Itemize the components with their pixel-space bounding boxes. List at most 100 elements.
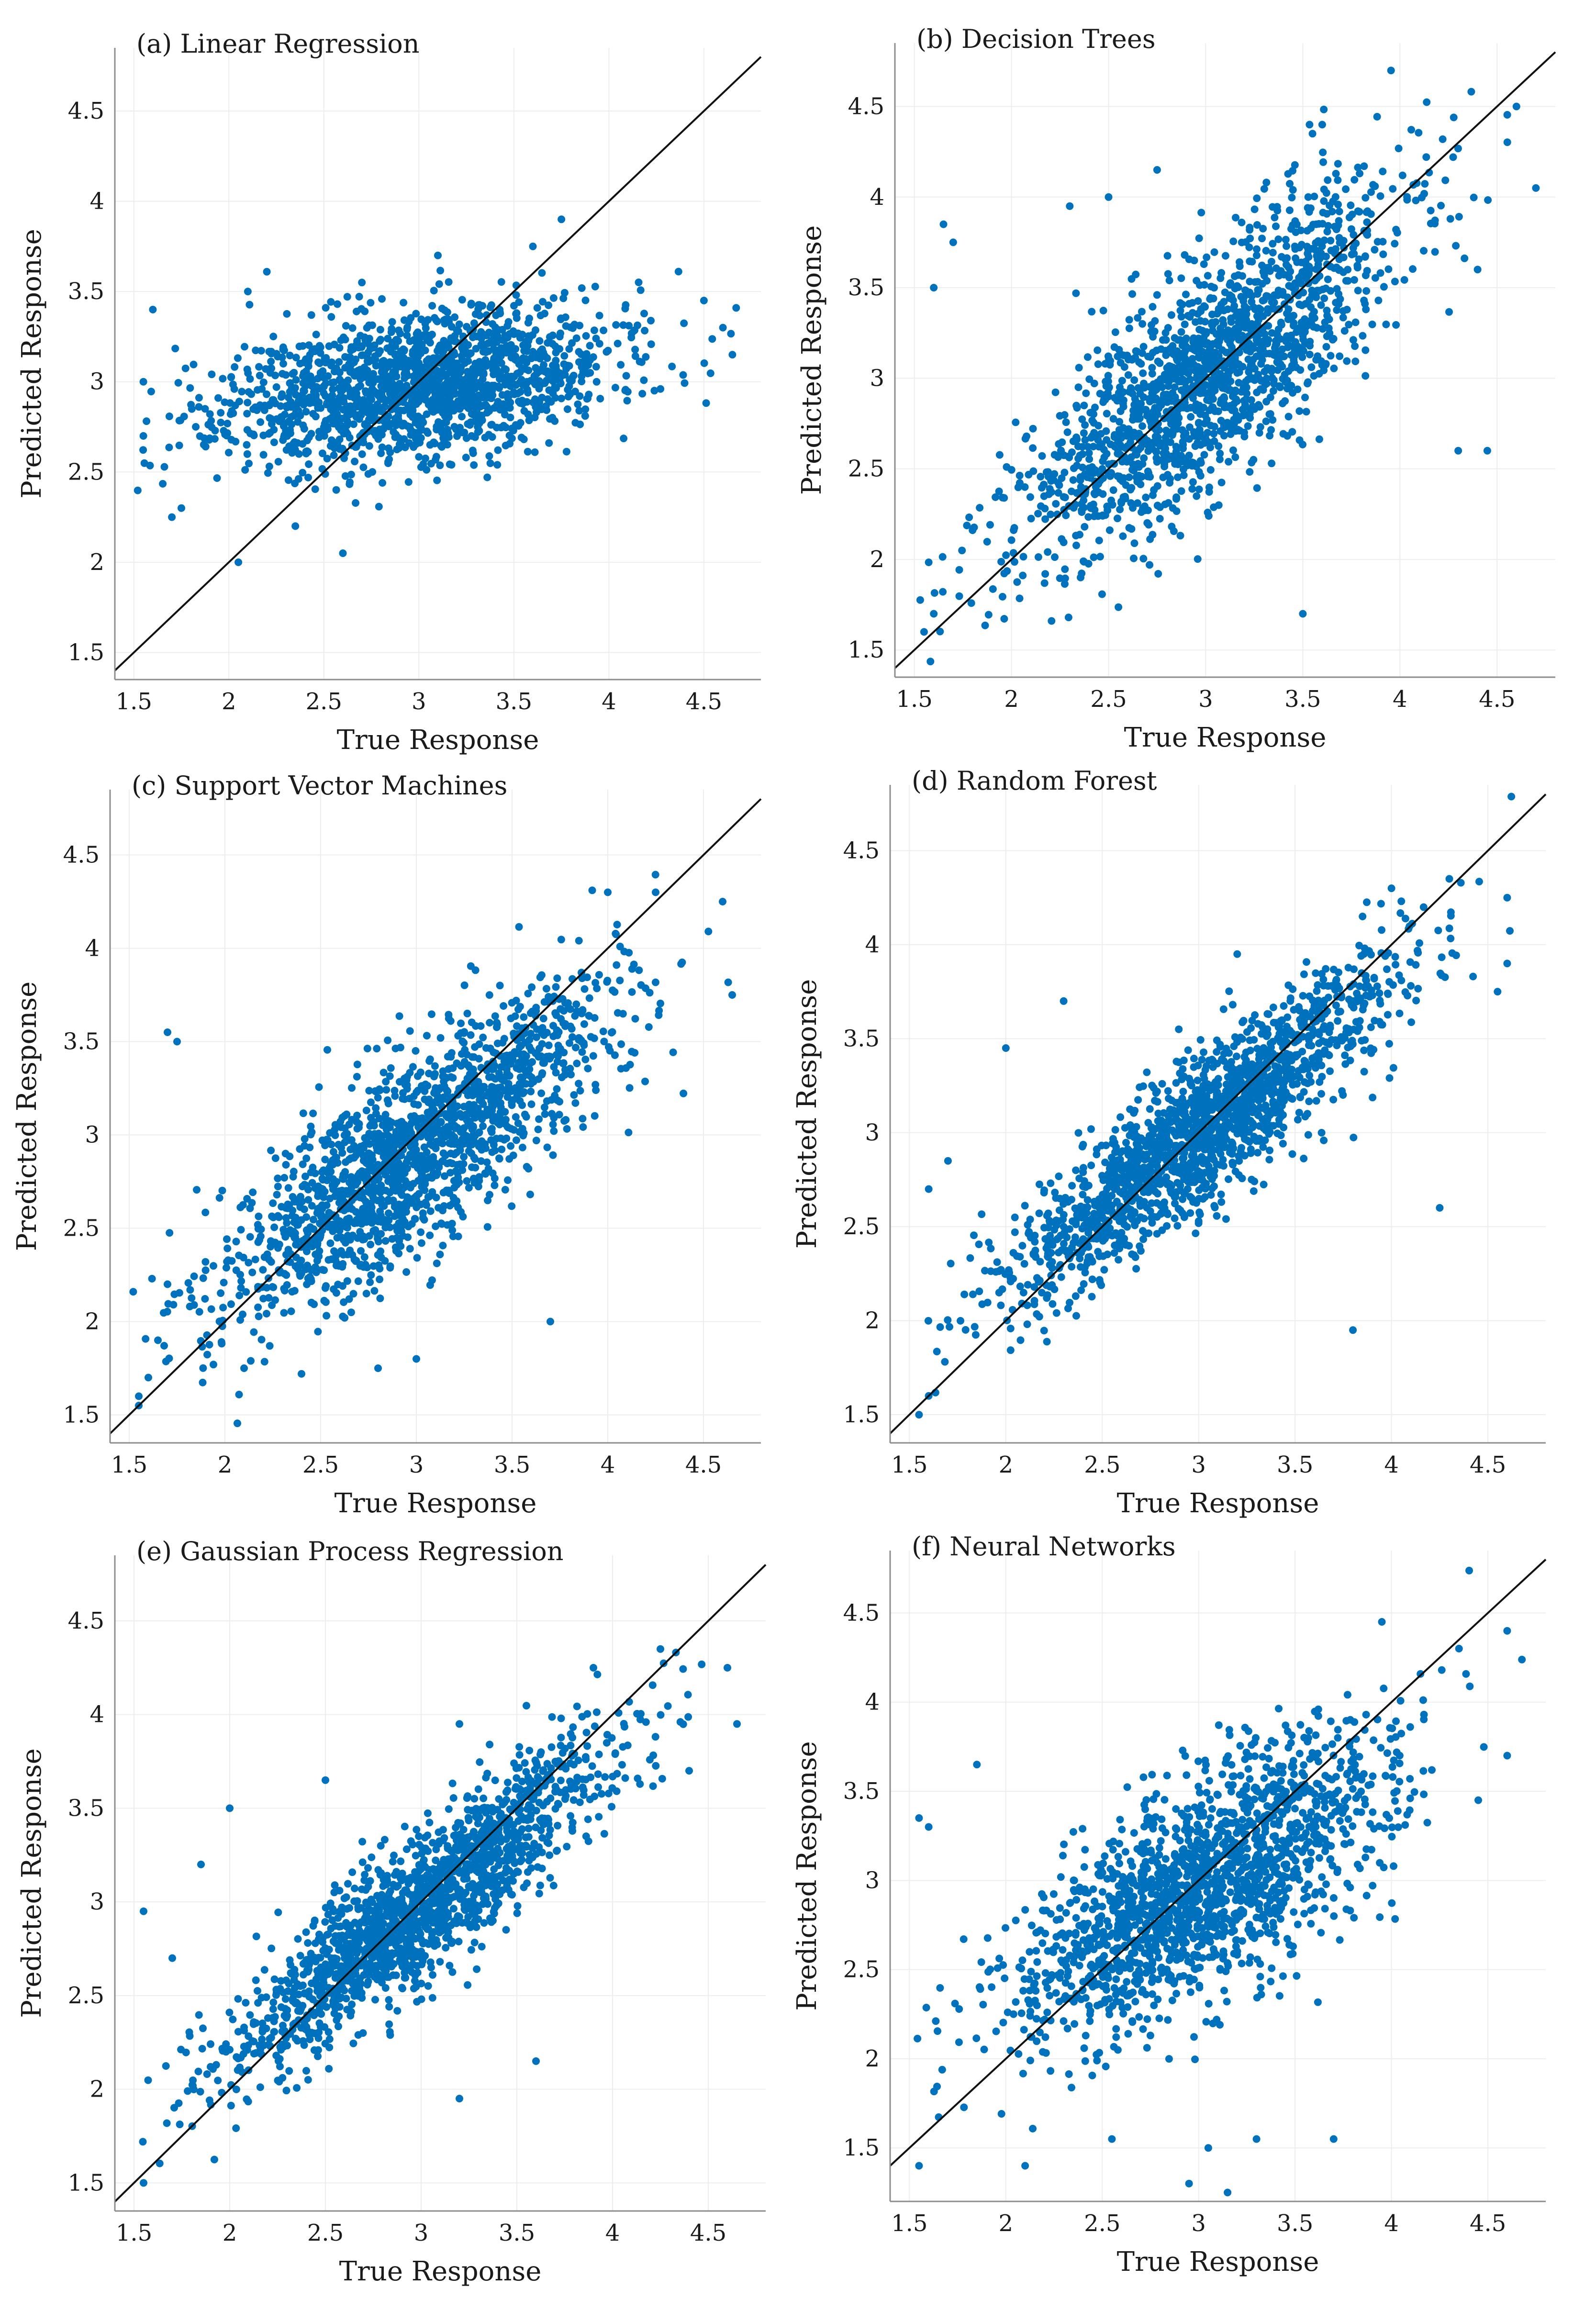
scatter-point xyxy=(225,448,233,457)
scatter-point xyxy=(223,420,232,427)
scatter-point xyxy=(1016,594,1024,603)
scatter-point xyxy=(657,999,664,1007)
scatter-point xyxy=(1322,189,1330,197)
scatter-point xyxy=(1200,451,1208,459)
scatter-point xyxy=(1195,485,1203,493)
scatter-point xyxy=(347,470,355,479)
scatter-point xyxy=(387,1064,395,1072)
scatter-point xyxy=(420,1216,428,1224)
scatter-point xyxy=(706,369,714,377)
scatter-point xyxy=(490,345,498,353)
scatter-point xyxy=(1224,370,1232,378)
scatter-point xyxy=(949,238,957,246)
scatter-point xyxy=(205,1340,213,1349)
scatter-point xyxy=(1181,320,1189,328)
scatter-point xyxy=(1415,129,1423,137)
scatter-point xyxy=(292,354,300,362)
scatter-point xyxy=(318,449,326,458)
scatter-point xyxy=(365,401,373,408)
scatter-point xyxy=(423,410,431,418)
scatter-point xyxy=(283,1281,291,1289)
scatter-point xyxy=(1345,321,1353,329)
scatter-point xyxy=(282,371,290,379)
scatter-point xyxy=(1327,246,1335,255)
scatter-point xyxy=(1019,571,1027,580)
scatter-point xyxy=(247,1357,255,1365)
scatter-point xyxy=(302,408,310,416)
scatter-point xyxy=(553,375,561,383)
scatter-point xyxy=(545,439,553,447)
scatter-point xyxy=(228,1257,236,1265)
scatter-point xyxy=(482,311,491,319)
scatter-point xyxy=(1127,486,1135,494)
scatter-point xyxy=(187,401,195,409)
scatter-point xyxy=(1271,213,1279,222)
scatter-point xyxy=(401,372,409,380)
scatter-point xyxy=(1034,553,1042,561)
scatter-point xyxy=(497,359,505,367)
scatter-point xyxy=(441,363,449,371)
scatter-point xyxy=(378,363,386,371)
scatter-point xyxy=(309,1109,317,1117)
scatter-point xyxy=(348,324,357,332)
x-tick-label: 2 xyxy=(222,688,236,715)
scatter-point xyxy=(592,378,601,386)
scatter-point xyxy=(1374,296,1383,304)
scatter-point xyxy=(1470,193,1478,201)
scatter-point xyxy=(1295,436,1304,444)
scatter-point xyxy=(277,393,285,401)
scatter-point xyxy=(1105,193,1113,201)
scatter-point xyxy=(1013,578,1021,586)
scatter-point xyxy=(1216,449,1224,458)
scatter-point xyxy=(294,399,302,407)
scatter-point xyxy=(439,1149,447,1157)
scatter-point xyxy=(221,398,229,406)
scatter-point xyxy=(1177,328,1185,336)
scatter-point xyxy=(528,983,536,991)
scatter-point xyxy=(562,447,570,456)
scatter-point xyxy=(553,1085,561,1093)
scatter-point xyxy=(468,1053,476,1061)
scatter-point xyxy=(1259,224,1267,233)
scatter-point xyxy=(1343,357,1351,365)
scatter-point xyxy=(586,356,594,364)
scatter-point xyxy=(1139,343,1148,351)
scatter-point xyxy=(1293,220,1301,228)
scatter-point xyxy=(1208,311,1216,318)
scatter-point xyxy=(417,1239,425,1247)
scatter-point xyxy=(1143,412,1151,420)
scatter-point xyxy=(558,394,565,402)
scatter-point xyxy=(1224,327,1232,335)
scatter-point xyxy=(1231,272,1239,280)
scatter-point xyxy=(1061,493,1069,502)
scatter-point xyxy=(410,336,418,344)
scatter-point xyxy=(327,298,335,306)
scatter-point xyxy=(579,1115,587,1123)
scatter-point xyxy=(362,389,370,397)
scatter-point xyxy=(1027,514,1035,523)
scatter-point xyxy=(357,375,365,383)
scatter-point xyxy=(1228,392,1237,401)
scatter-point xyxy=(965,514,973,521)
scatter-point xyxy=(1081,436,1089,444)
panel-title: (b) Decision Trees xyxy=(916,24,1156,54)
scatter-point xyxy=(568,339,576,347)
scatter-point xyxy=(1304,378,1312,386)
scatter-point xyxy=(563,405,571,413)
scatter-point xyxy=(1090,410,1098,418)
scatter-point xyxy=(1221,385,1229,393)
scatter-point xyxy=(1331,193,1339,201)
scatter-point xyxy=(302,449,310,458)
scatter-point xyxy=(1135,415,1143,423)
scatter-point xyxy=(1060,580,1069,588)
scatter-point xyxy=(926,658,935,666)
scatter-point xyxy=(1320,105,1328,113)
scatter-point xyxy=(1350,176,1359,184)
scatter-point xyxy=(1104,372,1112,380)
scatter-point xyxy=(435,1163,443,1171)
scatter-point xyxy=(438,304,446,313)
scatter-point xyxy=(1197,459,1205,467)
scatter-point xyxy=(302,1154,311,1162)
scatter-point xyxy=(467,300,475,308)
x-tick-label: 3.5 xyxy=(496,688,532,715)
